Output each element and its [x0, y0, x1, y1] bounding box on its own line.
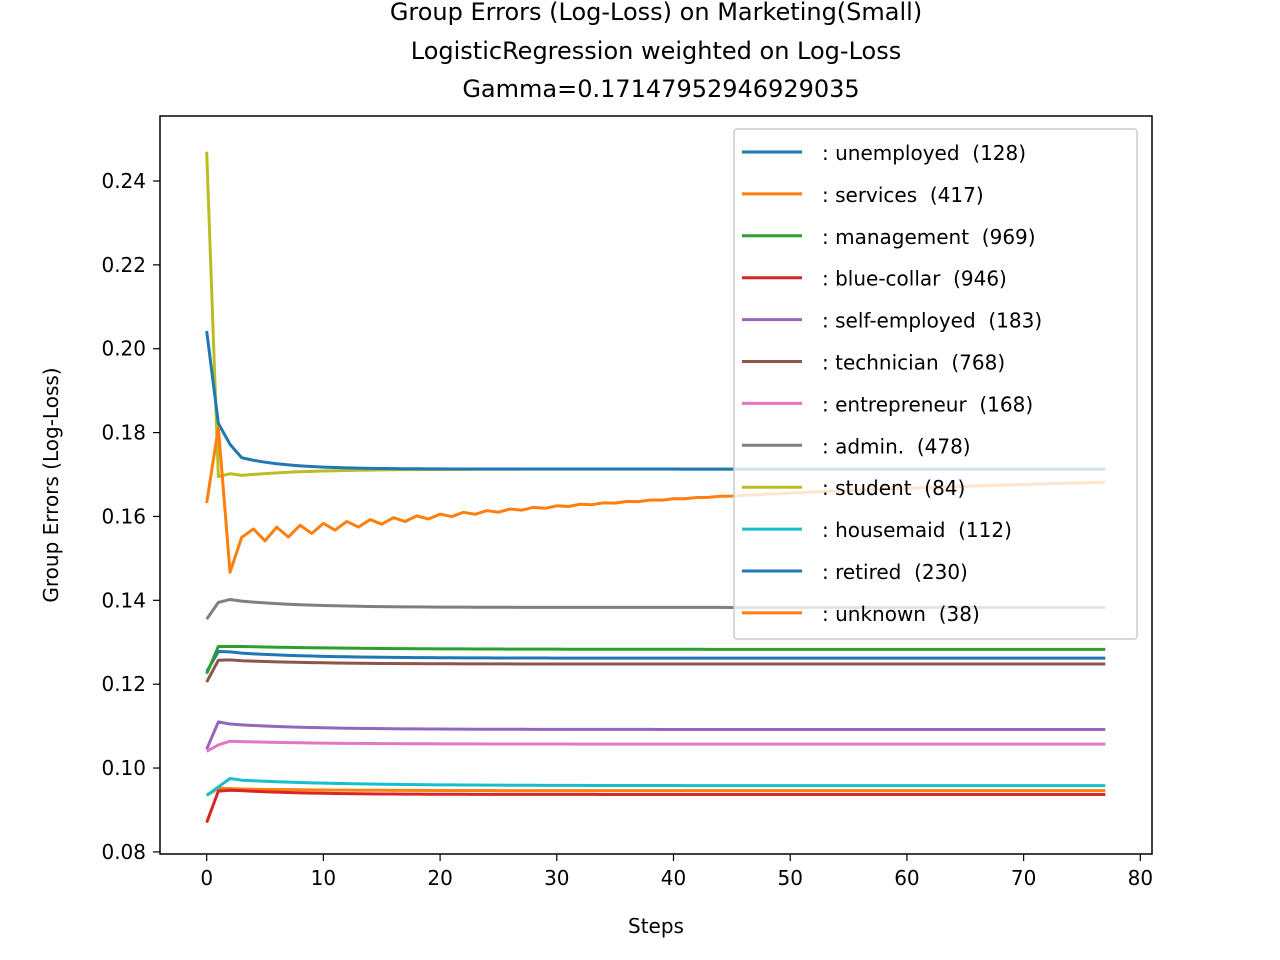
- legend-label: : unemployed (128): [822, 141, 1026, 165]
- legend-label: : self-employed (183): [822, 309, 1042, 333]
- legend-label: : services (417): [822, 183, 984, 207]
- legend-label: : housemaid (112): [822, 518, 1012, 542]
- x-tick-label: 0: [200, 866, 213, 890]
- legend-label: : entrepreneur (168): [822, 392, 1033, 416]
- x-tick-label: 70: [1011, 866, 1036, 890]
- x-axis: 0 10 20 30 40 50 60 70 80: [200, 854, 1153, 890]
- x-tick-label: 30: [544, 866, 569, 890]
- series-line-1: [205, 786, 1106, 797]
- x-axis-label: Steps: [628, 914, 684, 938]
- legend-label: : management (969): [822, 225, 1036, 249]
- y-tick-label: 0.20: [101, 337, 146, 361]
- y-tick-label: 0.18: [101, 421, 146, 445]
- series-line-0: [205, 649, 1106, 673]
- y-tick-label: 0.10: [101, 756, 146, 780]
- series-line-4: [205, 720, 1106, 750]
- legend-label: : retired (230): [822, 560, 968, 584]
- chart-title-line-2: LogisticRegression weighted on Log-Loss: [411, 37, 901, 65]
- y-tick-label: 0.22: [101, 253, 146, 277]
- y-tick-label: 0.16: [101, 504, 146, 528]
- plot-area-frame: [159, 115, 1153, 855]
- series-line-3: [205, 788, 1106, 824]
- x-tick-label: 80: [1128, 866, 1153, 890]
- legend-label: : unknown (38): [822, 602, 980, 626]
- y-tick-label: 0.08: [101, 840, 146, 864]
- x-tick-label: 60: [894, 866, 919, 890]
- series-line-2: [205, 644, 1106, 675]
- chart-title: Group Errors (Log-Loss) on Marketing(Sma…: [390, 0, 922, 103]
- chart-title-line-3: Gamma=0.17147952946929035: [462, 75, 859, 103]
- x-tick-label: 50: [777, 866, 802, 890]
- series-line-6: [205, 739, 1106, 753]
- series-lines: [205, 151, 1106, 824]
- x-tick-label: 10: [311, 866, 336, 890]
- legend-label: : admin. (478): [822, 434, 971, 458]
- x-tick-label: 20: [427, 866, 452, 890]
- legend-label: : technician (768): [822, 351, 1005, 375]
- y-axis: 0.08 0.10 0.12 0.14 0.16 0.18 0.20 0.22 0.24: [101, 169, 160, 864]
- legend-label: : student (84): [822, 476, 965, 500]
- y-tick-label: 0.24: [101, 169, 146, 193]
- legend-label: : blue-collar (946): [822, 267, 1007, 291]
- chart-title-line-1: Group Errors (Log-Loss) on Marketing(Sma…: [390, 0, 922, 26]
- legend-frame: [733, 128, 1138, 640]
- y-axis-label: Group Errors (Log-Loss): [39, 367, 63, 602]
- x-tick-label: 40: [661, 866, 686, 890]
- y-tick-label: 0.14: [101, 588, 146, 612]
- series-line-5: [205, 658, 1106, 683]
- legend: : unemployed (128) : services (417) : mana…: [733, 128, 1138, 640]
- series-line-9: [205, 777, 1106, 797]
- y-tick-label: 0.12: [101, 672, 146, 696]
